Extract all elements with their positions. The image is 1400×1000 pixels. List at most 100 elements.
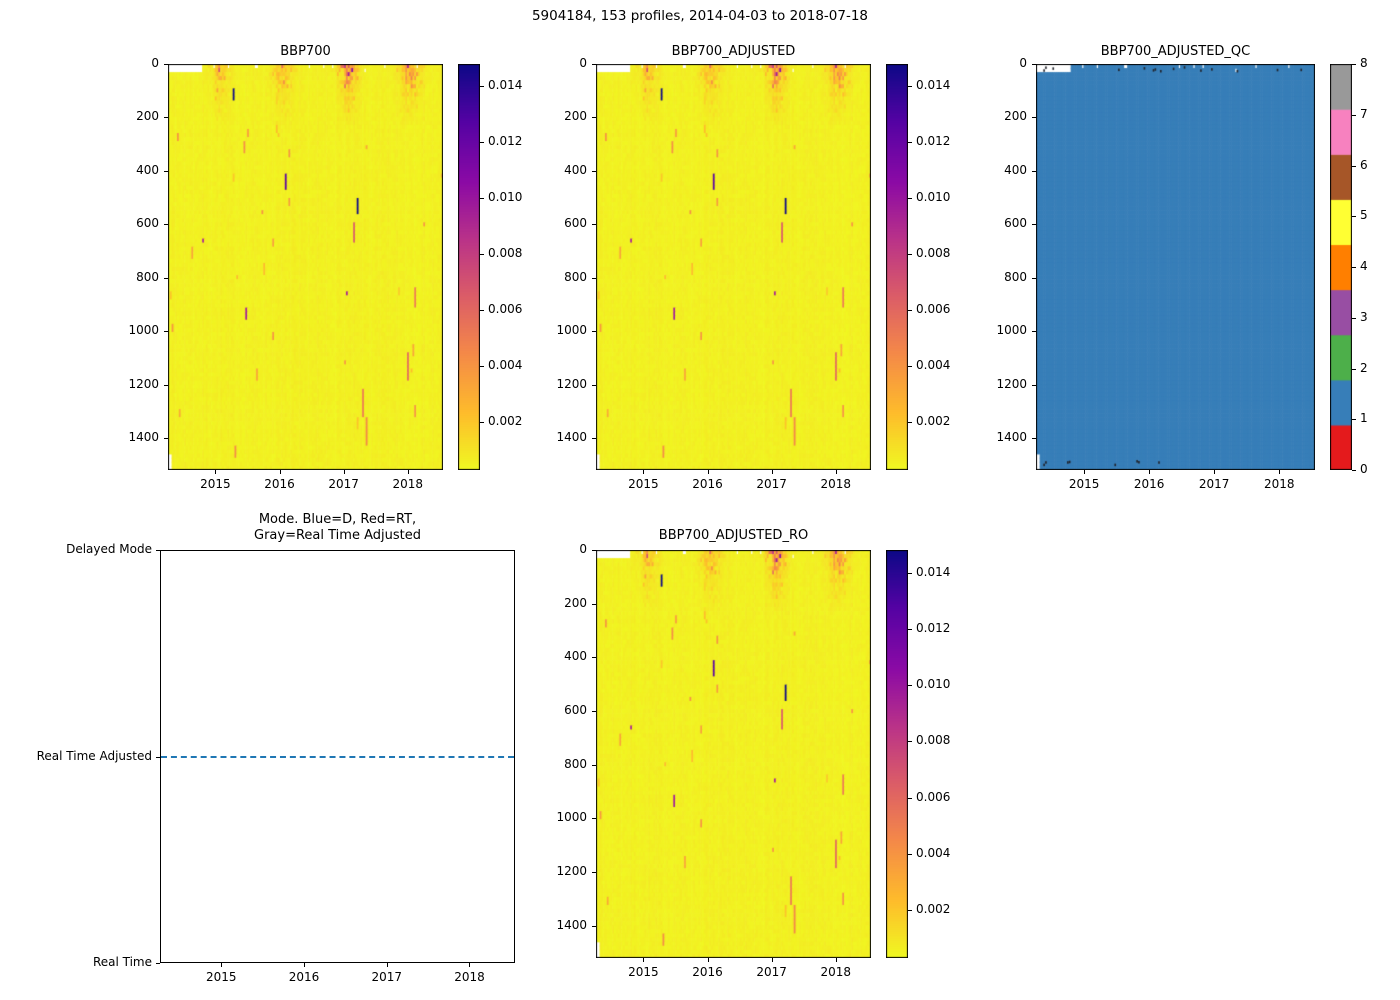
tick-mark	[592, 117, 596, 119]
tick-mark	[908, 366, 912, 368]
tick-label: 2015	[1068, 477, 1100, 491]
tick-label: 0.004	[916, 845, 951, 860]
tick-label: 1400	[556, 917, 587, 932]
tick-label: 800	[564, 269, 587, 284]
tick-label: 0.010	[488, 190, 523, 205]
tick-label: 1200	[556, 376, 587, 391]
tick-mark	[164, 384, 168, 386]
tick-mark	[908, 86, 912, 88]
tick-mark	[1149, 470, 1151, 474]
tick-label: 0.008	[916, 246, 951, 261]
tick-mark	[908, 741, 912, 743]
tick-label: 600	[564, 216, 587, 231]
tick-mark	[835, 470, 837, 474]
tick-label: 2017	[371, 970, 402, 984]
tick-label: 2017	[328, 477, 359, 491]
tick-label: 800	[1004, 269, 1027, 284]
tick-label: 2016	[692, 965, 723, 979]
tick-mark	[592, 657, 596, 659]
tick-mark	[221, 963, 223, 967]
tick-label: Real Time	[92, 955, 152, 969]
tick-label: 2016	[264, 477, 295, 491]
tick-mark	[1352, 165, 1356, 167]
tick-mark	[592, 550, 596, 551]
tick-label: 600	[1004, 216, 1027, 231]
tick-label: 2017	[756, 965, 787, 979]
colorbar-bbp700-adjusted	[886, 64, 908, 470]
tick-label: 0.006	[916, 302, 951, 317]
tick-label: 0	[579, 542, 587, 556]
panel-title-bbp700-adjusted: BBP700_ADJUSTED	[671, 44, 796, 59]
tick-label: 2015	[628, 965, 659, 979]
tick-mark	[771, 958, 773, 962]
tick-label: 7	[1360, 106, 1368, 121]
colorbar-bbp700-adjusted-ro	[886, 550, 908, 958]
tick-mark	[343, 470, 345, 474]
tick-label: 0.008	[488, 246, 523, 261]
tick-mark	[1352, 317, 1356, 319]
tick-label: 1000	[556, 323, 587, 338]
tick-mark	[480, 366, 484, 368]
tick-label: 400	[564, 649, 587, 664]
tick-mark	[592, 277, 596, 279]
tick-label: 0	[579, 56, 587, 70]
tick-label: 5	[1360, 208, 1368, 223]
tick-label: 800	[564, 756, 587, 771]
tick-label: 2018	[820, 965, 851, 979]
panel-title-mode: Mode. Blue=D, Red=RT, Gray=Real Time Adj…	[254, 512, 421, 543]
tick-mark	[592, 603, 596, 605]
tick-mark	[1352, 470, 1356, 471]
tick-label: 400	[136, 162, 159, 177]
tick-mark	[908, 254, 912, 256]
tick-label: 0.006	[916, 789, 951, 804]
tick-label: 2018	[820, 477, 851, 491]
tick-label: 200	[136, 109, 159, 124]
tick-mark	[1032, 277, 1036, 279]
tick-mark	[592, 224, 596, 226]
tick-mark	[908, 910, 912, 912]
tick-mark	[1032, 117, 1036, 119]
tick-label: 2017	[756, 477, 787, 491]
tick-label: 2017	[1198, 477, 1230, 491]
tick-mark	[592, 872, 596, 874]
tick-mark	[164, 224, 168, 226]
panel-title-bbp700-adjusted-qc: BBP700_ADJUSTED_QC	[1100, 44, 1251, 59]
tick-mark	[156, 550, 160, 551]
tick-label: 0	[1019, 56, 1027, 70]
tick-mark	[164, 331, 168, 333]
tick-mark	[1352, 64, 1356, 65]
tick-label: 2018	[392, 477, 423, 491]
tick-mark	[1032, 331, 1036, 333]
tick-label: 0	[1360, 462, 1368, 476]
tick-mark	[407, 470, 409, 474]
tick-label: 1400	[128, 429, 159, 444]
tick-mark	[908, 853, 912, 855]
tick-label: 4	[1360, 259, 1368, 273]
tick-mark	[592, 437, 596, 439]
tick-label: 1	[1360, 411, 1368, 426]
tick-label: Delayed Mode	[66, 542, 152, 556]
tick-mark	[1032, 170, 1036, 172]
tick-mark	[480, 254, 484, 256]
tick-mark	[643, 470, 645, 474]
panel-title-bbp700: BBP700	[280, 44, 331, 59]
tick-label: 1200	[996, 376, 1027, 391]
tick-mark	[592, 818, 596, 820]
tick-mark	[1032, 437, 1036, 439]
tick-label: 400	[1004, 162, 1027, 177]
tick-label: 600	[564, 703, 587, 718]
tick-label: 0.002	[916, 902, 951, 917]
tick-mark	[386, 963, 388, 967]
tick-mark	[592, 331, 596, 333]
tick-label: 8	[1360, 56, 1368, 70]
tick-mark	[480, 86, 484, 88]
tick-mark	[1084, 470, 1086, 474]
tick-mark	[908, 310, 912, 312]
tick-label: 0.012	[916, 620, 951, 635]
tick-mark	[908, 198, 912, 200]
tick-label: 2016	[1133, 477, 1165, 491]
tick-mark	[1279, 470, 1281, 474]
mode-plot	[160, 550, 515, 963]
tick-mark	[592, 764, 596, 766]
